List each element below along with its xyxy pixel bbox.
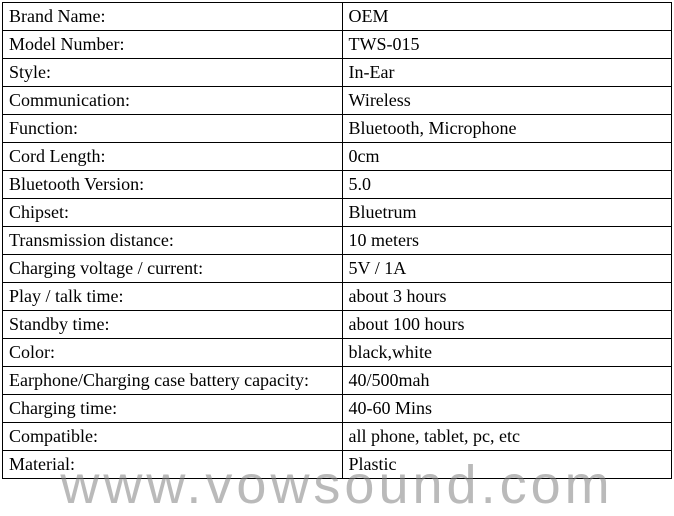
spec-value: Bluetrum: [342, 199, 671, 227]
spec-value: 40/500mah: [342, 367, 671, 395]
table-row: Cord Length: 0cm: [3, 143, 672, 171]
spec-label: Chipset:: [3, 199, 343, 227]
table-row: Style: In-Ear: [3, 59, 672, 87]
spec-table: Brand Name: OEM Model Number: TWS-015 St…: [2, 2, 672, 479]
spec-label: Bluetooth Version:: [3, 171, 343, 199]
spec-label: Brand Name:: [3, 3, 343, 31]
spec-table-body: Brand Name: OEM Model Number: TWS-015 St…: [3, 3, 672, 479]
spec-value: 5.0: [342, 171, 671, 199]
spec-label: Material:: [3, 451, 343, 479]
spec-value: OEM: [342, 3, 671, 31]
table-row: Standby time: about 100 hours: [3, 311, 672, 339]
table-row: Compatible: all phone, tablet, pc, etc: [3, 423, 672, 451]
table-row: Color: black,white: [3, 339, 672, 367]
spec-value: about 3 hours: [342, 283, 671, 311]
table-row: Function: Bluetooth, Microphone: [3, 115, 672, 143]
spec-value: all phone, tablet, pc, etc: [342, 423, 671, 451]
table-row: Earphone/Charging case battery capacity:…: [3, 367, 672, 395]
table-row: Bluetooth Version: 5.0: [3, 171, 672, 199]
table-row: Transmission distance: 10 meters: [3, 227, 672, 255]
spec-value: 10 meters: [342, 227, 671, 255]
spec-label: Model Number:: [3, 31, 343, 59]
spec-label: Compatible:: [3, 423, 343, 451]
table-row: Play / talk time: about 3 hours: [3, 283, 672, 311]
spec-label: Earphone/Charging case battery capacity:: [3, 367, 343, 395]
spec-value: In-Ear: [342, 59, 671, 87]
spec-value: Wireless: [342, 87, 671, 115]
table-row: Model Number: TWS-015: [3, 31, 672, 59]
spec-value: Bluetooth, Microphone: [342, 115, 671, 143]
spec-value: black,white: [342, 339, 671, 367]
spec-label: Cord Length:: [3, 143, 343, 171]
spec-value: about 100 hours: [342, 311, 671, 339]
spec-label: Standby time:: [3, 311, 343, 339]
spec-label: Style:: [3, 59, 343, 87]
spec-label: Transmission distance:: [3, 227, 343, 255]
spec-value: TWS-015: [342, 31, 671, 59]
spec-value: 40-60 Mins: [342, 395, 671, 423]
table-row: Charging voltage / current: 5V / 1A: [3, 255, 672, 283]
table-row: Brand Name: OEM: [3, 3, 672, 31]
table-row: Communication: Wireless: [3, 87, 672, 115]
spec-value: Plastic: [342, 451, 671, 479]
spec-value: 5V / 1A: [342, 255, 671, 283]
table-row: Charging time: 40-60 Mins: [3, 395, 672, 423]
table-row: Chipset: Bluetrum: [3, 199, 672, 227]
spec-label: Play / talk time:: [3, 283, 343, 311]
spec-label: Color:: [3, 339, 343, 367]
spec-label: Function:: [3, 115, 343, 143]
spec-value: 0cm: [342, 143, 671, 171]
spec-label: Charging voltage / current:: [3, 255, 343, 283]
table-row: Material: Plastic: [3, 451, 672, 479]
spec-label: Charging time:: [3, 395, 343, 423]
spec-label: Communication:: [3, 87, 343, 115]
